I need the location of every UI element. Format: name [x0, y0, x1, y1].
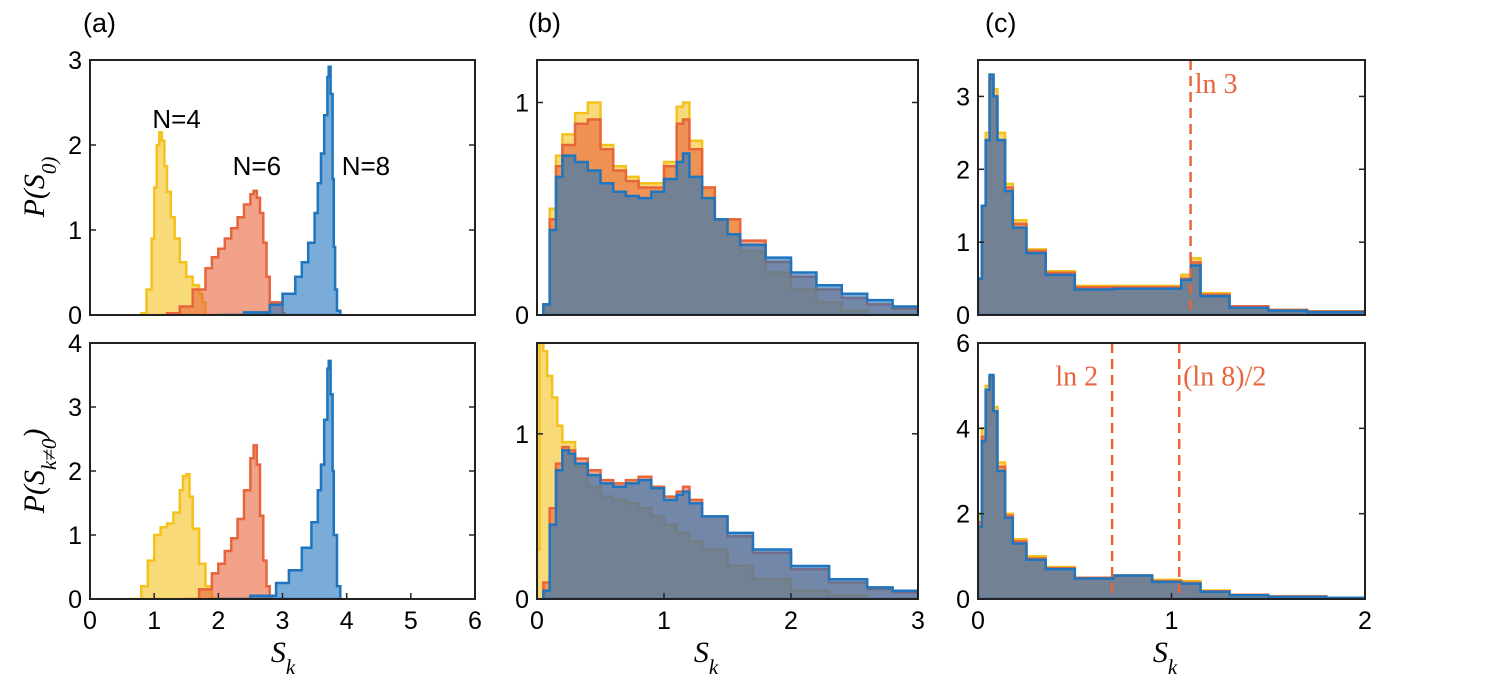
plot-area [537, 343, 918, 599]
y-tick-label: 4 [956, 415, 970, 443]
y-tick-label: 0 [68, 586, 82, 614]
axes-frame [89, 59, 476, 316]
x-axis-label: Sk [694, 636, 719, 679]
y-tick-label: 2 [956, 156, 970, 184]
y-tick-label: 1 [515, 90, 529, 118]
series-N4-histogram [140, 131, 208, 315]
x-axis-label: Sk [271, 636, 296, 679]
panel-a-top: 0 1 2 3 N=4 N=6 N=8 (a) [68, 8, 476, 330]
series-N8-histogram [978, 373, 1365, 599]
y-tick-label: 1 [956, 229, 970, 257]
y-tick-label: 0 [956, 302, 970, 330]
y-tick-label: 0 [515, 302, 529, 330]
x-tick-label: 1 [1165, 607, 1179, 635]
series-N6-histogram [186, 444, 273, 599]
y-tick-label: 3 [68, 394, 82, 422]
panel-label: (c) [985, 8, 1016, 38]
series-N8-histogram [218, 65, 343, 315]
panel-label: (a) [83, 8, 116, 38]
y-axis-label-top: P(S0) [18, 157, 61, 219]
series-N4-histogram [128, 472, 216, 599]
y-axis-label-bottom: P(Sk≠0) [18, 429, 61, 515]
panel-c-top: ln 3 0 1 2 3 (c) [956, 8, 1366, 330]
y-tick-label: 6 [956, 330, 970, 358]
reference-line-label: (ln 8)/2 [1183, 362, 1266, 393]
plot-area [542, 101, 918, 315]
x-tick-label: 0 [530, 607, 544, 635]
plot-area [128, 359, 343, 599]
x-tick-label: 0 [971, 607, 985, 635]
y-tick-label: 2 [68, 132, 82, 160]
panel-b-top: 0 1 (b) [515, 8, 919, 330]
plot-area [978, 343, 1365, 599]
panel-label: (b) [528, 8, 561, 38]
x-tick-label: 2 [211, 607, 225, 635]
y-tick-label: 0 [956, 586, 970, 614]
axes-frame [536, 342, 919, 600]
y-tick-label: 4 [68, 330, 82, 358]
axes-frame [977, 59, 1366, 316]
x-tick-label: 4 [340, 607, 354, 635]
series-annotation: N=6 [233, 151, 281, 181]
y-tick-label: 1 [68, 522, 82, 550]
x-tick-label: 2 [1358, 607, 1372, 635]
y-tick-label: 1 [68, 217, 82, 245]
y-tick-label: 1 [515, 421, 529, 449]
x-tick-label: 3 [911, 607, 925, 635]
y-tick-label: 0 [68, 302, 82, 330]
x-tick-label: 3 [276, 607, 290, 635]
y-tick-label: 3 [68, 47, 82, 75]
x-tick-label: 1 [147, 607, 161, 635]
series-annotation: N=8 [342, 151, 390, 181]
plot-area [140, 65, 343, 315]
reference-line-label: ln 3 [1195, 69, 1238, 100]
x-tick-label: 5 [404, 607, 418, 635]
series-annotation: N=4 [152, 104, 200, 134]
series-N8-histogram [978, 73, 1365, 315]
x-tick-label: 2 [784, 607, 798, 635]
x-axis-label: Sk [1153, 636, 1178, 679]
series-N8-histogram [542, 449, 918, 599]
y-tick-label: 0 [515, 586, 529, 614]
y-tick-label: 3 [956, 83, 970, 111]
plot-area [978, 60, 1365, 315]
x-tick-label: 1 [657, 607, 671, 635]
reference-line-label: ln 2 [1055, 362, 1098, 393]
x-tick-label: 0 [83, 607, 97, 635]
panel-a-bottom: 0 1 2 3 4 0 1 2 3 4 5 6 [68, 330, 482, 635]
y-tick-label: 2 [956, 501, 970, 529]
axes-frame [536, 59, 919, 316]
series-N8-histogram [542, 152, 918, 315]
series-N8-histogram [218, 359, 343, 599]
y-tick-label: 2 [68, 458, 82, 486]
panel-c-bottom: ln 2 (ln 8)/2 0 2 4 6 0 1 2 [956, 330, 1372, 635]
series-N6-histogram [165, 189, 286, 315]
panel-b-bottom: 0 1 0 1 2 3 [515, 342, 925, 635]
x-tick-label: 6 [468, 607, 482, 635]
